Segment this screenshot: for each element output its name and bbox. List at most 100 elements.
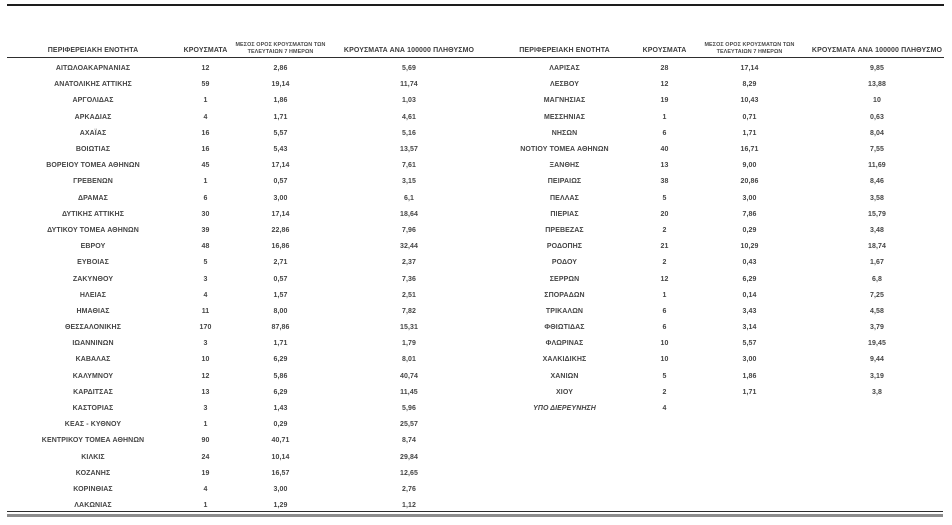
cases-cell: 12: [660, 275, 669, 283]
avg7-cell: 16,57: [271, 469, 290, 477]
region-cell: ΔΡΑΜΑΣ: [78, 194, 108, 202]
region-cell: ΕΥΒΟΙΑΣ: [77, 259, 109, 267]
top-rule: [7, 4, 944, 6]
per100k-cell: 3,8: [871, 388, 883, 396]
table-row: ΚΑΒΑΛΑΣ 10 6,29 8,01: [8, 352, 490, 368]
table-row: ΚΑΣΤΟΡΙΑΣ 3 1,43 5,96: [8, 401, 490, 417]
cases-cell: 3: [203, 275, 208, 283]
table-row: ΛΕΣΒΟΥ 12 8,29 13,88: [497, 77, 952, 93]
cases-cell: 1: [662, 113, 667, 121]
table-row: ΠΕΙΡΑΙΩΣ 38 20,86 8,46: [497, 174, 952, 190]
per100k-cell: 7,25: [869, 291, 885, 299]
per100k-cell: 9,85: [869, 65, 885, 73]
cases-cell: 1: [203, 421, 208, 429]
table-row: ΤΡΙΚΑΛΩΝ 6 3,43 4,58: [497, 304, 952, 320]
avg7-cell: 0,29: [742, 226, 757, 234]
cases-cell: 2: [662, 259, 667, 267]
col-header-avg7-line2: ΤΕΛΕΥΤΑΙΩΝ 7 ΗΜΕΡΩΝ: [247, 48, 314, 55]
region-cell: ΔΥΤΙΚΟΥ ΤΟΜΕΑ ΑΘΗΝΩΝ: [47, 226, 139, 234]
region-cell: ΠΡΕΒΕΖΑΣ: [545, 226, 584, 234]
cases-cell: 39: [201, 226, 210, 234]
per100k-cell: 1,67: [869, 259, 885, 267]
per100k-cell: 18,74: [867, 243, 887, 251]
avg7-cell: 1,71: [273, 340, 288, 348]
table-row: ΕΒΡΟΥ 48 16,86 32,44: [8, 239, 490, 255]
per100k-cell: 0,63: [869, 113, 885, 121]
region-cell: ΠΕΙΡΑΙΩΣ: [547, 178, 582, 186]
region-cell: ΥΠΟ ΔΙΕΡΕΥΝΗΣΗ: [533, 405, 596, 413]
avg7-cell: 3,00: [742, 194, 757, 202]
per100k-cell: 11,74: [400, 81, 418, 89]
region-cell: ΦΘΙΩΤΙΔΑΣ: [544, 324, 585, 332]
table-row: ΧΙΟΥ 2 1,71 3,8: [497, 385, 952, 401]
per100k-cell: 7,96: [401, 226, 417, 234]
per100k-cell: 19,45: [867, 340, 887, 348]
col-header-avg7: ΜΕΣΟΣ ΟΡΟΣ ΚΡΟΥΣΜΑΤΩΝ ΤΩΝ ΤΕΛΕΥΤΑΙΩΝ 7 Η…: [233, 42, 328, 55]
cases-cell: 12: [201, 372, 210, 380]
table-row: ΠΡΕΒΕΖΑΣ 2 0,29 3,48: [497, 223, 952, 239]
table-row: ΣΠΟΡΑΔΩΝ 1 0,14 7,25: [497, 288, 952, 304]
per100k-cell: 29,84: [399, 453, 419, 461]
cases-cell: 1: [203, 97, 208, 105]
avg7-cell: 0,57: [273, 275, 288, 283]
table-row: ΗΜΑΘΙΑΣ 11 8,00 7,82: [8, 304, 490, 320]
per100k-cell: 7,82: [401, 307, 417, 315]
cases-cell: 4: [203, 113, 208, 121]
per100k-cell: 7,55: [869, 146, 885, 154]
avg7-cell: 0,71: [742, 113, 757, 121]
per100k-cell: 2,51: [401, 291, 417, 299]
region-cell: ΚΕΝΤΡΙΚΟΥ ΤΟΜΕΑ ΑΘΗΝΩΝ: [41, 437, 145, 445]
table-row: ΗΛΕΙΑΣ 4 1,57 2,51: [8, 288, 490, 304]
table-row: ΙΩΑΝΝΙΝΩΝ 3 1,71 1,79: [8, 336, 490, 352]
per100k-cell: 1,79: [401, 340, 417, 348]
avg7-cell: 22,86: [271, 226, 290, 234]
bottom-rule-thin: [7, 511, 943, 512]
header-underline-rule: [7, 57, 944, 58]
region-cell: ΛΑΡΙΣΑΣ: [549, 65, 580, 73]
per100k-cell: 10: [873, 97, 881, 105]
table-row: ΚΟΖΑΝΗΣ 19 16,57 12,65: [8, 466, 490, 482]
avg7-cell: 17,14: [271, 210, 290, 218]
cases-cell: 48: [201, 243, 210, 251]
avg7-cell: 16,71: [740, 146, 759, 154]
avg7-cell: 2,71: [273, 259, 288, 267]
table-row: ΚΑΛΥΜΝΟΥ 12 5,86 40,74: [8, 369, 490, 385]
cases-cell: 11: [201, 307, 210, 315]
col-header-cases: ΚΡΟΥΣΜΑΤΑ: [183, 47, 228, 54]
cases-cell: 13: [660, 162, 669, 170]
per100k-cell: 7,61: [401, 162, 417, 170]
region-cell: ΙΩΑΝΝΙΝΩΝ: [72, 340, 114, 348]
cases-cell: 20: [660, 210, 669, 218]
region-cell: ΚΟΡΙΝΘΙΑΣ: [73, 485, 113, 493]
region-cell: ΤΡΙΚΑΛΩΝ: [545, 307, 584, 315]
table-row: ΓΡΕΒΕΝΩΝ 1 0,57 3,15: [8, 174, 490, 190]
per100k-cell: 5,16: [401, 129, 417, 137]
avg7-cell: 1,29: [273, 502, 288, 510]
region-cell: ΜΑΓΝΗΣΙΑΣ: [543, 97, 586, 105]
region-cell: ΠΕΛΛΑΣ: [550, 194, 579, 202]
col-header-per100k: ΚΡΟΥΣΜΑΤΑ ΑΝΑ 100000 ΠΛΗΘΥΣΜΟ: [811, 47, 943, 54]
avg7-cell: 1,71: [742, 129, 757, 137]
region-cell: ΞΑΝΘΗΣ: [549, 162, 580, 170]
table-row: ΜΑΓΝΗΣΙΑΣ 19 10,43 10: [497, 93, 952, 109]
region-cell: ΑΡΓΟΛΙΔΑΣ: [72, 97, 114, 105]
table-row: ΘΕΣΣΑΛΟΝΙΚΗΣ 170 87,86 15,31: [8, 320, 490, 336]
region-cell: ΧΑΛΚΙΔΙΚΗΣ: [542, 356, 587, 364]
avg7-cell: 20,86: [740, 178, 759, 186]
table-row: ΜΕΣΣΗΝΙΑΣ 1 0,71 0,63: [497, 110, 952, 126]
table-row: ΔΥΤΙΚΗΣ ΑΤΤΙΚΗΣ 30 17,14 18,64: [8, 207, 490, 223]
region-cell: ΝΗΣΩΝ: [551, 129, 578, 137]
cases-cell: 6: [203, 194, 208, 202]
region-cell: ΑΙΤΩΛΟΑΚΑΡΝΑΝΙΑΣ: [55, 65, 131, 73]
avg7-cell: 17,14: [271, 162, 290, 170]
avg7-cell: 5,43: [273, 146, 288, 154]
avg7-cell: 1,43: [273, 405, 288, 413]
col-header-region: ΠΕΡΙΦΕΡΕΙΑΚΗ ΕΝΟΤΗΤΑ: [519, 47, 610, 54]
regional-cases-table-left: ΠΕΡΙΦΕΡΕΙΑΚΗ ΕΝΟΤΗΤΑ ΚΡΟΥΣΜΑΤΑ ΜΕΣΟΣ ΟΡΟ…: [8, 36, 490, 514]
avg7-cell: 7,86: [742, 210, 757, 218]
region-cell: ΧΙΟΥ: [556, 388, 573, 396]
table-row: ΛΑΡΙΣΑΣ 28 17,14 9,85: [497, 61, 952, 77]
cases-cell: 2: [662, 226, 667, 234]
per100k-cell: 15,79: [867, 210, 887, 218]
avg7-cell: 17,14: [740, 65, 759, 73]
